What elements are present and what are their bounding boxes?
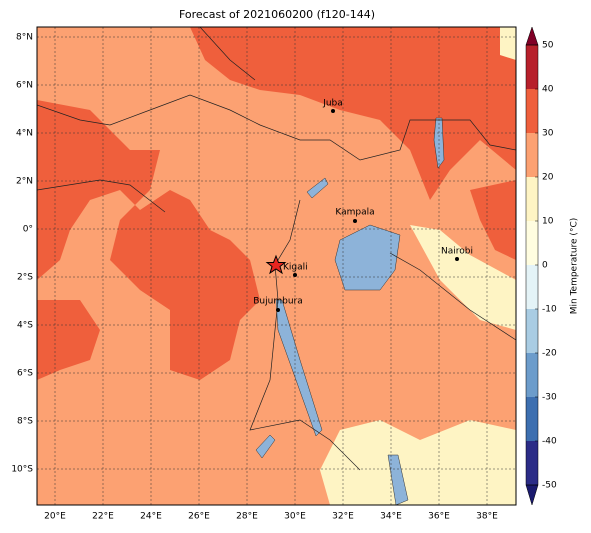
colorbar-band xyxy=(526,397,538,441)
colorbar-tick-label: -50 xyxy=(542,481,557,491)
lon-label: 32°E xyxy=(332,512,354,522)
colorbar-band xyxy=(526,177,538,221)
lon-label: 24°E xyxy=(140,512,162,522)
colorbar-tick-label: 30 xyxy=(542,129,554,139)
lon-label: 28°E xyxy=(236,512,258,522)
colorbar-tick-label: -20 xyxy=(542,349,557,359)
lon-label: 34°E xyxy=(380,512,402,522)
city-dot xyxy=(276,308,280,312)
city-label: Nairobi xyxy=(441,247,473,257)
lat-label: 4°N xyxy=(16,129,33,139)
location-star xyxy=(265,254,287,275)
cities: Juba Kampala Nairobi Kigali Bujumbura xyxy=(253,99,473,312)
lat-label: 6°S xyxy=(17,369,33,379)
colorbar-tick-label: 40 xyxy=(542,85,554,95)
city-dot xyxy=(293,273,297,277)
plot-frame xyxy=(36,26,517,506)
lon-label: 20°E xyxy=(44,512,66,522)
colorbar-band xyxy=(526,45,538,89)
lon-label: 30°E xyxy=(284,512,306,522)
colorbar-tick-label: 10 xyxy=(542,217,554,227)
lat-label: 2°S xyxy=(17,273,33,283)
lat-label: 10°S xyxy=(11,465,33,475)
map-fill xyxy=(37,27,516,505)
colorbar-band xyxy=(526,353,538,397)
map-title: Forecast of 2021060200 (f120-144) xyxy=(179,8,375,21)
colorbar-band xyxy=(526,265,538,309)
city-label: Kigali xyxy=(283,263,308,273)
lat-label: 2°N xyxy=(16,177,33,187)
colorbar-label: Min Temperature (°C) xyxy=(570,218,580,315)
colorbar-under xyxy=(525,484,539,506)
colorbar-tick-label: 50 xyxy=(542,41,554,51)
lon-label: 36°E xyxy=(428,512,450,522)
colorbar-tick-label: -30 xyxy=(542,393,557,403)
lat-label: 8°N xyxy=(16,33,33,43)
lat-label: 6°N xyxy=(16,81,33,91)
colorbar-tick-label: -10 xyxy=(542,305,557,315)
colorbar-band xyxy=(526,89,538,133)
colorbar-over xyxy=(525,26,539,46)
city-label: Juba xyxy=(322,99,343,109)
colorbar-tick-label: -40 xyxy=(542,437,557,447)
city-dot xyxy=(353,219,357,223)
city-label: Kampala xyxy=(335,208,374,218)
colorbar-band xyxy=(526,221,538,265)
city-label: Bujumbura xyxy=(253,297,302,307)
lon-label: 26°E xyxy=(188,512,210,522)
lon-label: 22°E xyxy=(92,512,114,522)
lat-label: 8°S xyxy=(17,417,33,427)
colorbar: -50 -40 -30 -20 -10 0 10 20 30 40 50 xyxy=(525,26,557,506)
city-dot xyxy=(331,109,335,113)
lat-label: 4°S xyxy=(17,321,33,331)
colorbar-band xyxy=(526,441,538,485)
city-dot xyxy=(455,257,459,261)
lon-label: 38°E xyxy=(476,512,498,522)
colorbar-tick-label: 0 xyxy=(542,261,548,271)
lat-label: 0° xyxy=(23,225,33,235)
colorbar-band xyxy=(526,309,538,353)
colorbar-tick-label: 20 xyxy=(542,173,554,183)
colorbar-band xyxy=(526,133,538,177)
